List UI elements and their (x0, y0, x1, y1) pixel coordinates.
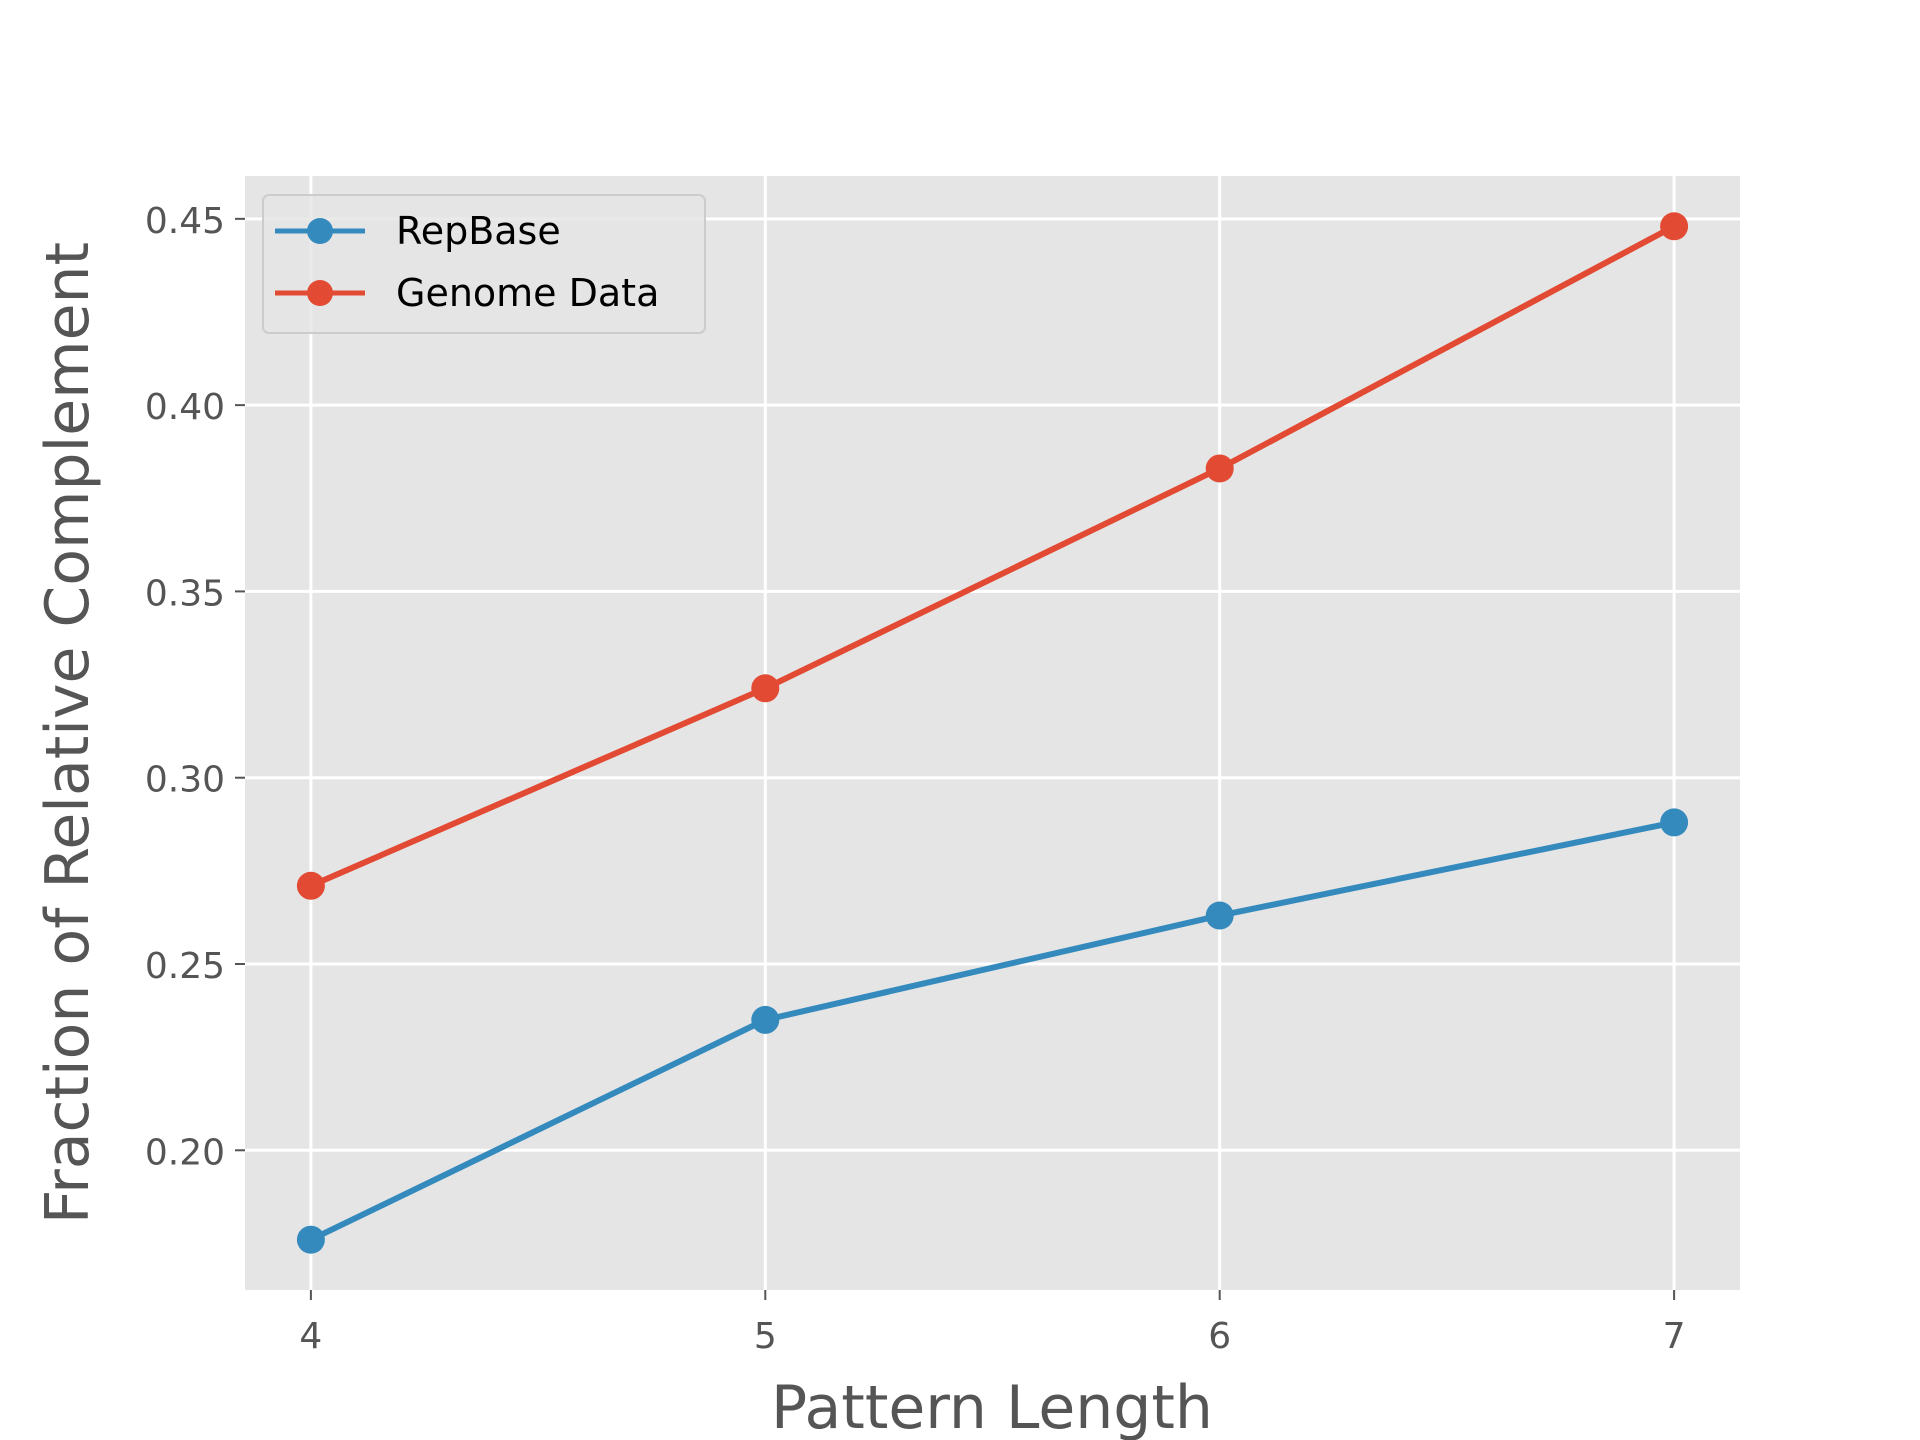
legend-label-genome-data: Genome Data (396, 271, 659, 315)
y-tick-label: 0.35 (145, 573, 225, 614)
y-tick-label: 0.30 (145, 760, 225, 801)
legend-box (262, 194, 706, 334)
legend-label-repbase: RepBase (396, 209, 561, 253)
data-point-repbase (1205, 901, 1234, 930)
x-tick-label: 4 (299, 1316, 322, 1357)
data-point-genome-data (1660, 212, 1689, 241)
legend-marker-genome-data (307, 280, 333, 306)
series-line-repbase (307, 819, 1678, 1243)
x-axis-label: Pattern Length (771, 1373, 1213, 1440)
data-point-genome-data (1205, 454, 1234, 483)
x-tick-label: 7 (1663, 1316, 1686, 1357)
data-point-repbase (751, 1005, 780, 1034)
axis-ticks: 0.20 0.25 0.30 0.35 0.40 0.45 4 5 6 7 (145, 201, 1686, 1357)
y-tick-label: 0.20 (145, 1132, 225, 1173)
y-tick-label: 0.45 (145, 201, 225, 242)
x-tick-label: 6 (1208, 1316, 1231, 1357)
y-axis-label: Fraction of Relative Complement (33, 242, 103, 1224)
data-point-genome-data (751, 674, 780, 703)
data-point-genome-data (296, 871, 325, 900)
x-tick-label: 5 (754, 1316, 777, 1357)
legend-marker-repbase (307, 218, 333, 244)
y-tick-label: 0.40 (145, 387, 225, 428)
y-tick-label: 0.25 (145, 946, 225, 987)
legend: RepBase Genome Data (262, 194, 706, 334)
plot-area (245, 176, 1740, 1290)
series-layer (296, 212, 1689, 1254)
series-line-genome-data (307, 223, 1678, 889)
data-point-repbase (1660, 808, 1689, 837)
data-point-repbase (296, 1225, 325, 1254)
